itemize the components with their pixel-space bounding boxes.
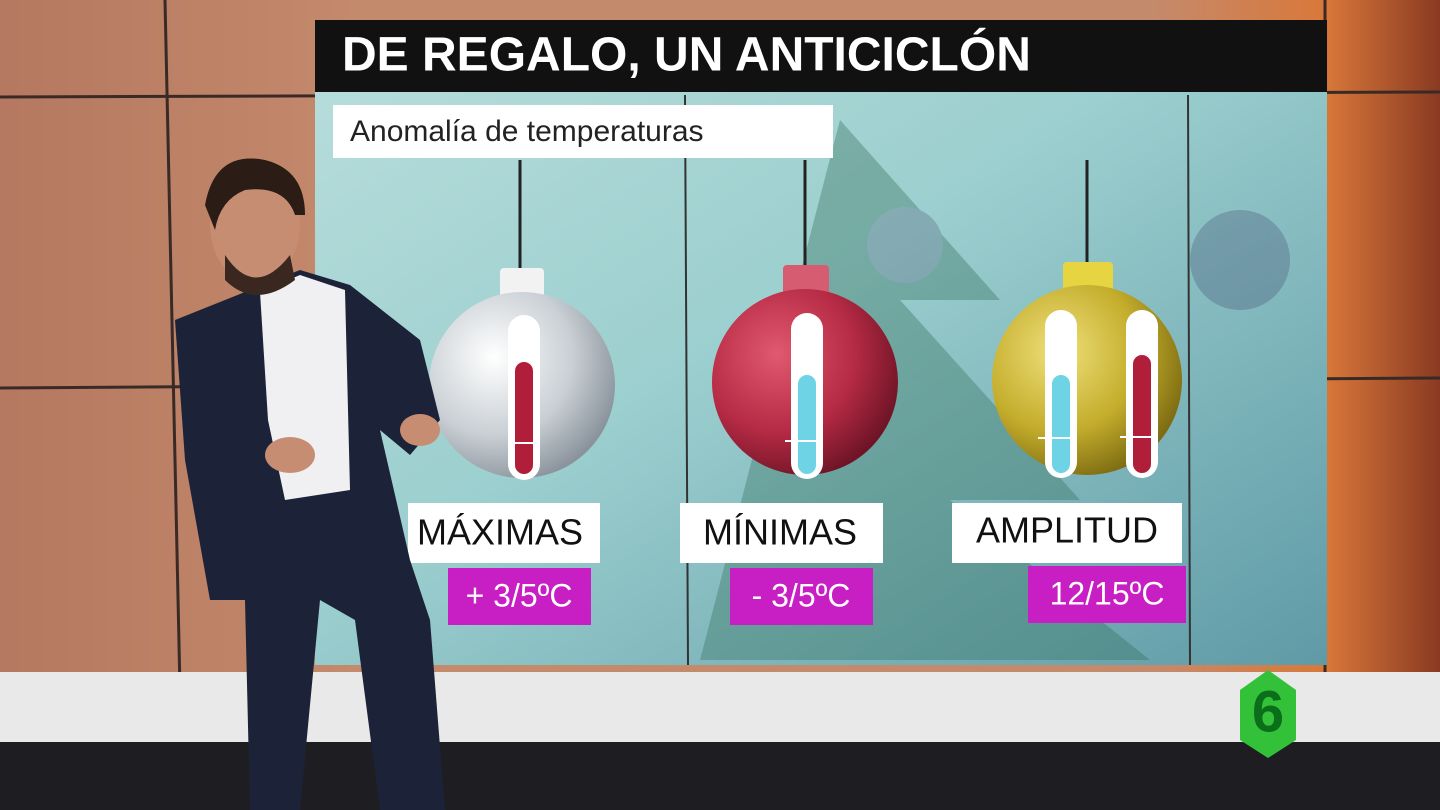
channel-logo: 6 bbox=[1240, 670, 1296, 758]
panel-value: - 3/5ºC bbox=[752, 577, 851, 613]
label-box bbox=[408, 503, 600, 563]
ornament-maximas bbox=[429, 160, 615, 480]
panel-value: + 3/5ºC bbox=[466, 577, 573, 613]
value-box bbox=[448, 568, 591, 625]
ornament-amplitud bbox=[992, 160, 1182, 478]
logo-text: 6 bbox=[1252, 679, 1284, 744]
panel-label: MÍNIMAS bbox=[703, 512, 857, 553]
label-box bbox=[952, 503, 1182, 563]
panel-label: MÁXIMAS bbox=[417, 512, 583, 553]
panel-value: 12/15ºC bbox=[1050, 575, 1165, 611]
presenter bbox=[175, 158, 445, 810]
title-bar bbox=[315, 20, 1327, 92]
panel-label: AMPLITUD bbox=[976, 510, 1158, 551]
label-box bbox=[680, 503, 883, 563]
panel-grid bbox=[684, 94, 1191, 666]
title: DE REGALO, UN ANTICICLÓN bbox=[342, 27, 1031, 82]
value-box bbox=[1028, 566, 1186, 623]
value-box bbox=[730, 568, 873, 625]
floor-dark bbox=[0, 742, 1440, 810]
subtitle: Anomalía de temperaturas bbox=[350, 115, 704, 148]
subtitle-box bbox=[333, 105, 833, 158]
ornament-minimas bbox=[712, 160, 898, 479]
floor-light bbox=[0, 672, 1440, 742]
